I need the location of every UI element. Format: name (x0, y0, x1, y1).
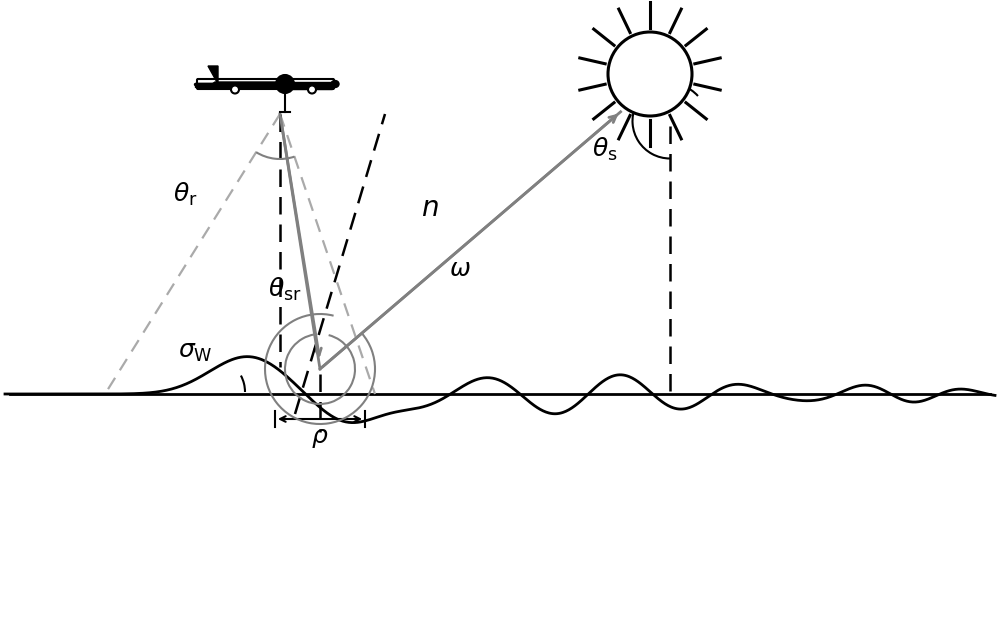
Polygon shape (195, 83, 218, 87)
Text: $\theta_{\rm sr}$: $\theta_{\rm sr}$ (268, 275, 302, 303)
Polygon shape (275, 82, 332, 89)
Text: $\rho$: $\rho$ (311, 427, 329, 451)
Text: $n$: $n$ (421, 195, 439, 223)
Ellipse shape (331, 80, 339, 87)
Polygon shape (205, 82, 292, 89)
Polygon shape (208, 66, 218, 84)
Text: $\theta_{\rm r}$: $\theta_{\rm r}$ (173, 180, 197, 208)
Text: $\omega$: $\omega$ (449, 258, 471, 281)
Circle shape (608, 32, 692, 116)
Circle shape (276, 75, 294, 93)
Text: $\theta_{\rm s}$: $\theta_{\rm s}$ (592, 135, 618, 163)
Circle shape (308, 85, 316, 94)
Circle shape (231, 85, 239, 94)
Text: $\sigma_{\rm W}$: $\sigma_{\rm W}$ (178, 341, 212, 364)
